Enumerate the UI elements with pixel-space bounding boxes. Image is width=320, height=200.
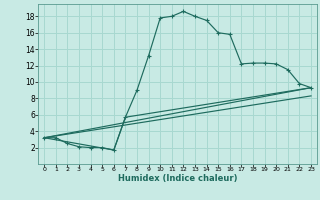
X-axis label: Humidex (Indice chaleur): Humidex (Indice chaleur) xyxy=(118,174,237,183)
